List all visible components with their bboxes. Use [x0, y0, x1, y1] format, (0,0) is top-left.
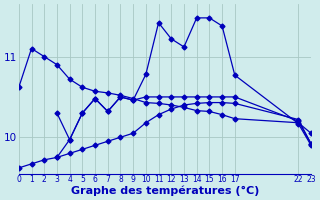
X-axis label: Graphe des températures (°C): Graphe des températures (°C) [71, 185, 259, 196]
